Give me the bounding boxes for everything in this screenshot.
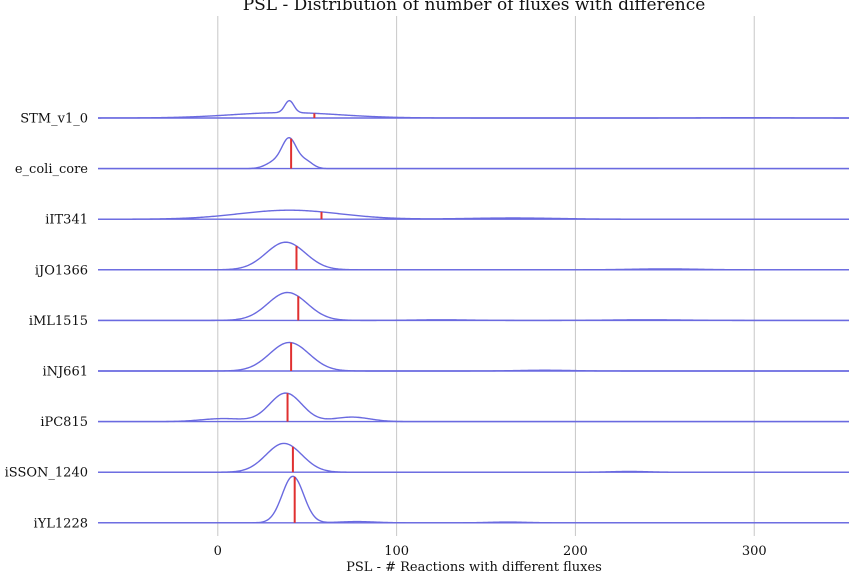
density-curve-iPC815 [98, 392, 849, 423]
category-label: STM_v1_0 [20, 112, 88, 127]
category-label: e_coli_core [15, 162, 88, 177]
density-curve-STM_v1_0 [98, 99, 849, 119]
x-tick-label: 300 [742, 544, 767, 559]
x-tick-label: 200 [563, 544, 588, 559]
category-labels: STM_v1_0 e_coli_core iIT341 iJO1366 iML1515 i… [5, 112, 89, 532]
category-label: iYL1228 [34, 516, 88, 531]
category-label: iML1515 [29, 314, 88, 329]
category-label: iSSON_1240 [5, 466, 88, 481]
x-tick-label: 100 [384, 544, 409, 559]
category-label: iIT341 [45, 213, 88, 228]
density-curve-iIT341 [98, 209, 849, 220]
density-curve-iML1515 [98, 291, 849, 322]
x-tick-labels: 0 100 200 300 [214, 544, 767, 559]
density-curve-iSSON_1240 [98, 442, 849, 473]
x-axis-label: PSL - # Reactions with different fluxes [346, 560, 602, 575]
category-label: iNJ661 [42, 365, 88, 380]
grid-lines [217, 16, 755, 536]
category-label: iPC815 [40, 415, 88, 430]
chart-title: PSL - Distribution of number of fluxes w… [243, 0, 706, 15]
density-curve-e_coli_core [98, 136, 849, 170]
x-tick-label: 0 [214, 544, 222, 559]
ridges [98, 99, 849, 524]
density-curve-iNJ661 [98, 341, 849, 372]
category-label: iJO1366 [35, 263, 88, 278]
density-curve-iYL1228 [98, 475, 849, 524]
density-curve-iJO1366 [98, 241, 849, 271]
